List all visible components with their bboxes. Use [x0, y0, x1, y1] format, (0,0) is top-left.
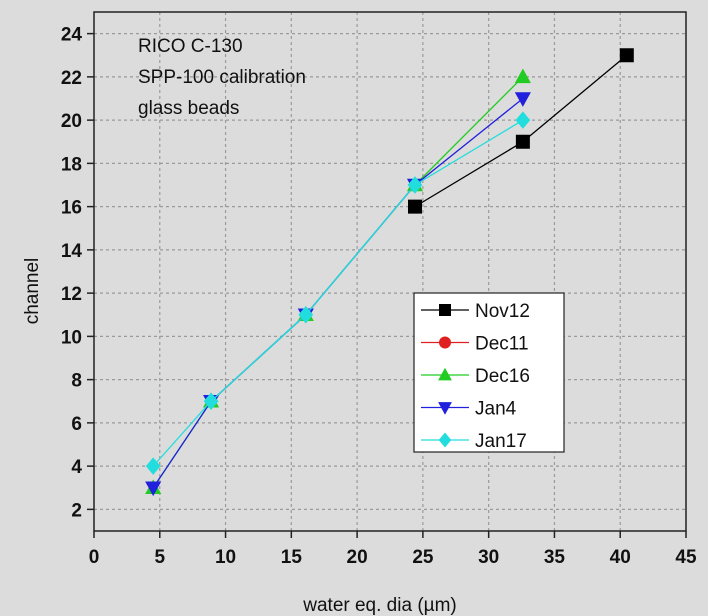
x-tick-label: 10 — [215, 547, 236, 568]
y-tick-label: 16 — [61, 198, 82, 219]
legend-marker — [438, 432, 452, 448]
data-point — [298, 306, 314, 324]
x-tick-label: 0 — [89, 547, 100, 568]
data-point — [407, 199, 422, 214]
data-point — [619, 48, 634, 63]
x-tick-label: 25 — [412, 547, 434, 568]
legend-marker — [438, 367, 452, 381]
x-tick-label: 15 — [281, 547, 303, 568]
y-tick-label: 8 — [71, 371, 82, 392]
legend-box — [413, 292, 565, 453]
annotation-line-2: SPP-100 calibration — [138, 67, 306, 88]
legend-items: Nov12 Dec11 Dec16 Jan4 Jan17 — [421, 301, 530, 452]
legend-label: Dec11 — [475, 334, 529, 355]
data-point — [515, 111, 531, 129]
data-point — [145, 481, 162, 497]
legend-item-jan4: Jan4 — [421, 399, 517, 420]
legend-item-jan17: Jan17 — [421, 431, 527, 452]
plot-frame — [93, 11, 687, 532]
y-tick-label: 18 — [61, 154, 82, 175]
x-tick-label: 20 — [347, 547, 368, 568]
legend-item-dec16: Dec16 — [421, 366, 530, 387]
legend-label: Jan17 — [475, 431, 527, 452]
grid-layer — [94, 12, 686, 531]
data-point — [407, 176, 423, 194]
y-tick-label: 4 — [71, 457, 82, 478]
y-tick-label: 6 — [71, 414, 82, 435]
y-tick-label: 22 — [61, 68, 82, 89]
legend-label: Jan4 — [475, 399, 517, 420]
y-axis-title: channel — [22, 258, 43, 325]
y-tick-label: 14 — [61, 241, 83, 262]
annotation-line-3: glass beads — [138, 98, 239, 119]
y-tick-label: 10 — [61, 327, 82, 348]
legend-marker — [439, 336, 451, 349]
legend-item-nov12: Nov12 — [421, 301, 530, 322]
x-axis-title: water eq. dia (µm) — [302, 595, 457, 616]
x-tick-label: 40 — [610, 547, 631, 568]
y-tick-label: 20 — [61, 111, 82, 132]
legend: Nov12 Dec11 Dec16 Jan4 Jan17 — [413, 292, 565, 453]
x-tick-label: 35 — [544, 547, 566, 568]
data-point — [514, 68, 531, 84]
legend-item-dec11: Dec11 — [421, 334, 529, 355]
series-nov12 — [407, 48, 634, 214]
y-tick-label: 2 — [71, 500, 82, 521]
x-tick-label: 45 — [675, 547, 697, 568]
annotation-line-1: RICO C-130 — [138, 36, 243, 57]
legend-label: Dec16 — [475, 366, 530, 387]
legend-marker — [438, 402, 452, 415]
legend-label: Nov12 — [475, 301, 530, 322]
x-tick-label: 5 — [154, 547, 165, 568]
data-point — [514, 92, 531, 107]
series-layer — [145, 48, 634, 497]
annotation-text: RICO C-130 SPP-100 calibration glass bea… — [138, 36, 306, 119]
series-jan17 — [145, 111, 531, 475]
data-point — [515, 134, 530, 149]
y-tick-label: 24 — [61, 25, 83, 46]
x-tick-label: 30 — [478, 547, 499, 568]
y-tick-label: 12 — [61, 284, 82, 305]
data-point — [145, 457, 161, 475]
legend-marker — [439, 304, 451, 316]
data-point — [203, 392, 219, 410]
